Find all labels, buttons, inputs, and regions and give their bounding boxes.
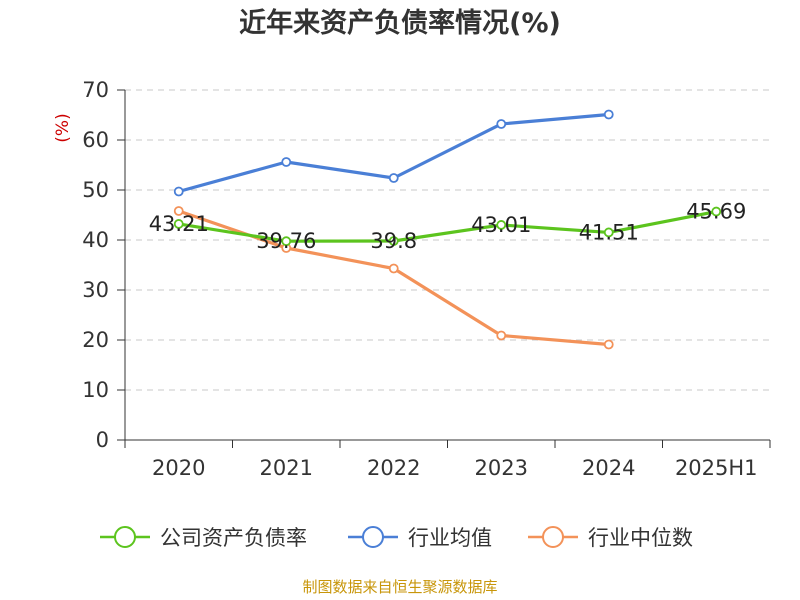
legend-marker	[114, 526, 136, 548]
y-tick-label: 30	[82, 278, 109, 302]
data-point	[496, 330, 507, 341]
axes: 0 10 20 30 40 50 60 70 2020 2021 2022 2023 2024 2025H…	[82, 78, 771, 480]
data-point	[173, 219, 184, 229]
data-label: 43.21	[149, 212, 209, 236]
data-point	[603, 227, 614, 238]
chart-title: 近年来资产负债率情况(%)	[239, 7, 561, 39]
legend-label: 行业中位数	[588, 526, 693, 550]
legend-item[interactable]: 行业中位数	[528, 526, 693, 550]
y-tick-label: 50	[82, 178, 109, 202]
data-point	[281, 157, 292, 167]
data-point	[173, 186, 184, 197]
grid-lines	[125, 89, 770, 391]
legend-item[interactable]: 公司资产负债率	[100, 526, 307, 550]
data-label: 39.8	[370, 229, 417, 253]
data-point	[388, 173, 399, 183]
x-tick-label: 2025H1	[675, 456, 758, 480]
x-tick-label: 2023	[475, 456, 528, 480]
data-label: 39.76	[256, 229, 316, 253]
data-point	[388, 236, 399, 246]
y-tick-label: 70	[82, 78, 109, 102]
x-tick-label: 2022	[367, 456, 420, 480]
source-note: 制图数据来自恒生聚源数据库	[302, 578, 497, 596]
series-lines	[173, 109, 722, 350]
data-point	[603, 339, 614, 350]
data-point	[173, 206, 184, 216]
y-tick-label: 20	[82, 328, 109, 352]
y-tick-label: 0	[96, 428, 109, 452]
legend-marker	[542, 526, 564, 548]
legend-label: 行业均值	[408, 526, 492, 550]
x-tick-label: 2020	[152, 456, 205, 480]
x-tick-label: 2024	[582, 456, 635, 480]
y-axis-unit-label: (%)	[53, 113, 73, 142]
data-point	[281, 236, 292, 247]
legend-label: 公司资产负债率	[160, 526, 307, 550]
series-line	[178, 209, 717, 243]
data-labels: 43.21 39.76 39.8 43.01 41.51 45.69	[149, 200, 747, 254]
y-tick-label: 40	[82, 228, 109, 252]
legend-marker	[362, 526, 384, 548]
data-point	[603, 109, 614, 120]
data-label: 43.01	[471, 213, 531, 237]
data-point	[711, 206, 722, 217]
data-label: 45.69	[686, 200, 746, 224]
y-tick-label: 10	[82, 378, 109, 402]
data-point	[388, 263, 399, 274]
data-label: 41.51	[579, 220, 639, 244]
legend: 公司资产负债率 行业均值 行业中位数	[100, 526, 693, 550]
data-point	[496, 220, 507, 230]
x-tick-label: 2021	[260, 456, 313, 480]
legend-item[interactable]: 行业均值	[348, 526, 492, 550]
data-point	[496, 119, 507, 129]
y-tick-label: 60	[82, 128, 109, 152]
